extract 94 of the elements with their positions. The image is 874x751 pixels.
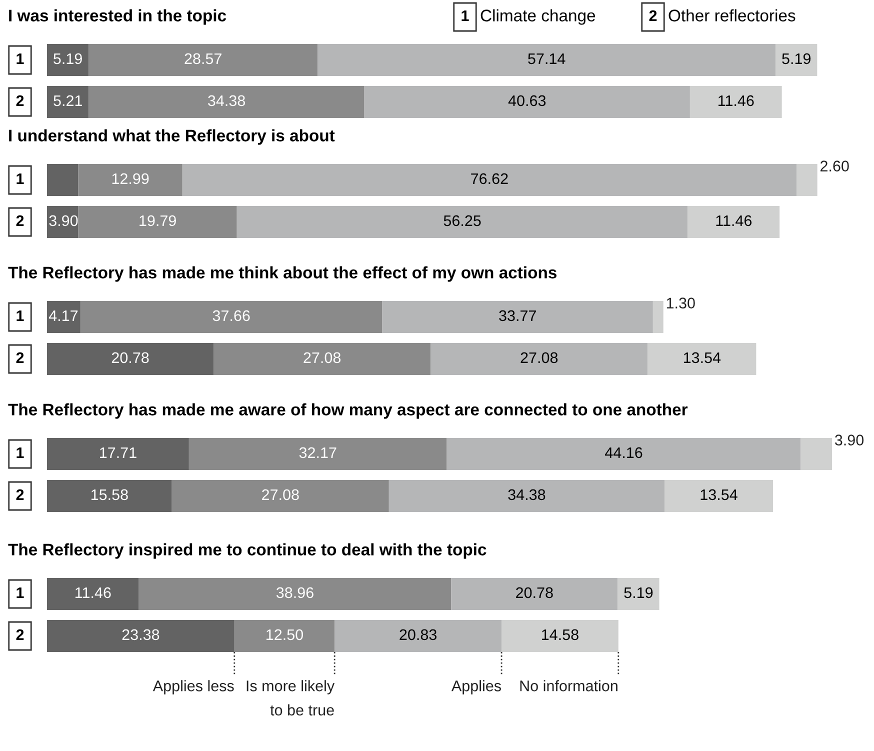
data-label: 38.96	[276, 587, 314, 598]
data-label: 27.08	[262, 489, 299, 500]
y-tick-label: 2	[16, 215, 24, 226]
bar	[172, 480, 389, 512]
data-label: 20.83	[400, 629, 437, 640]
data-label: 14.58	[542, 629, 578, 640]
text: Climate change	[480, 9, 596, 25]
bar	[138, 578, 452, 610]
data-label: 12.99	[112, 173, 149, 184]
bar	[47, 301, 80, 333]
chart-title: The Reflectory has made me think about the effect of my own actions	[8, 266, 556, 282]
data-label: 5.19	[54, 53, 82, 64]
y-tick-label: 1	[16, 447, 24, 458]
data-label: 2.60	[820, 160, 849, 172]
chart-title: The Reflectory has made me aware of how many aspect are connected to one another	[8, 403, 688, 419]
bar	[796, 164, 818, 196]
y-tick-label: 1	[16, 53, 24, 64]
data-label: 20.78	[516, 587, 553, 598]
series-label: No information	[520, 680, 618, 692]
data-label: 32.17	[299, 447, 336, 458]
bar	[47, 343, 214, 375]
data-label: 3.90	[834, 434, 864, 446]
data-label: 1.30	[666, 298, 695, 308]
y-tick-label: 1	[16, 310, 24, 321]
series-label: Applies	[451, 680, 501, 694]
data-label: 57.14	[528, 53, 566, 64]
y-tick-label: 2	[16, 352, 24, 363]
category-label: 1	[462, 10, 469, 21]
bar	[236, 206, 688, 238]
series-label: Applies less	[152, 680, 234, 694]
data-label: 34.38	[208, 95, 245, 106]
text: Other reflectories	[668, 9, 796, 22]
data-label: 3.90	[49, 215, 78, 226]
bar	[78, 164, 182, 196]
data-label: 27.08	[304, 352, 341, 364]
bar	[446, 438, 801, 470]
data-label: 11.46	[716, 215, 752, 226]
series-label: Is more likely to be true	[246, 680, 335, 716]
data-label: 76.62	[471, 173, 508, 184]
bar	[47, 620, 234, 652]
bar	[648, 343, 756, 375]
data-label: 11.46	[76, 587, 111, 598]
category-label: 2	[649, 10, 657, 21]
chart-title: I understand what the Reflectory is about	[9, 129, 335, 145]
data-label: 56.25	[444, 215, 481, 226]
bar	[80, 301, 382, 333]
bar	[78, 206, 237, 238]
data-label: 44.16	[605, 447, 642, 458]
data-label: 4.17	[48, 310, 78, 321]
bar	[382, 301, 653, 333]
data-label: 5.19	[624, 587, 653, 598]
data-label: 20.78	[112, 352, 149, 364]
bar	[800, 438, 832, 470]
chart-title: I was interested in the topic	[9, 9, 226, 25]
bar	[182, 164, 796, 196]
bar	[334, 620, 502, 652]
data-label: 40.63	[508, 95, 546, 106]
chart-title: The Reflectory inspired me to continue to deal with the topic	[8, 543, 486, 559]
data-label: 11.46	[718, 95, 754, 106]
data-label: 5.21	[54, 95, 82, 106]
bar	[688, 206, 780, 238]
data-label: 33.77	[499, 310, 536, 322]
y-tick-label: 2	[16, 489, 24, 500]
bar	[430, 343, 648, 375]
bar	[502, 620, 618, 652]
data-label: 13.54	[684, 352, 721, 364]
data-label: 5.19	[782, 53, 811, 64]
bar	[234, 620, 335, 652]
bar	[47, 480, 172, 512]
bar	[652, 301, 664, 333]
data-label: 23.38	[122, 629, 160, 640]
data-label: 27.08	[520, 352, 558, 364]
data-label: 28.57	[184, 53, 222, 64]
y-tick-label: 2	[16, 629, 24, 640]
data-label: 15.58	[91, 489, 128, 500]
y-tick-label: 1	[16, 173, 24, 184]
data-label: 13.54	[700, 489, 738, 500]
data-label: 37.66	[212, 310, 250, 322]
data-label: 19.79	[140, 215, 176, 226]
data-label: 34.38	[508, 489, 546, 500]
y-tick-label: 1	[16, 587, 24, 598]
bar	[47, 438, 189, 470]
bar	[214, 343, 431, 375]
bar	[618, 578, 660, 610]
bar	[664, 480, 774, 512]
y-tick-label: 2	[16, 95, 24, 106]
bar	[451, 578, 618, 610]
bar	[47, 164, 78, 196]
bar	[47, 206, 78, 238]
data-label: 12.50	[266, 629, 304, 640]
bar	[188, 438, 447, 470]
bar	[388, 480, 664, 512]
data-label: 17.71	[100, 447, 136, 458]
bar	[47, 578, 139, 610]
